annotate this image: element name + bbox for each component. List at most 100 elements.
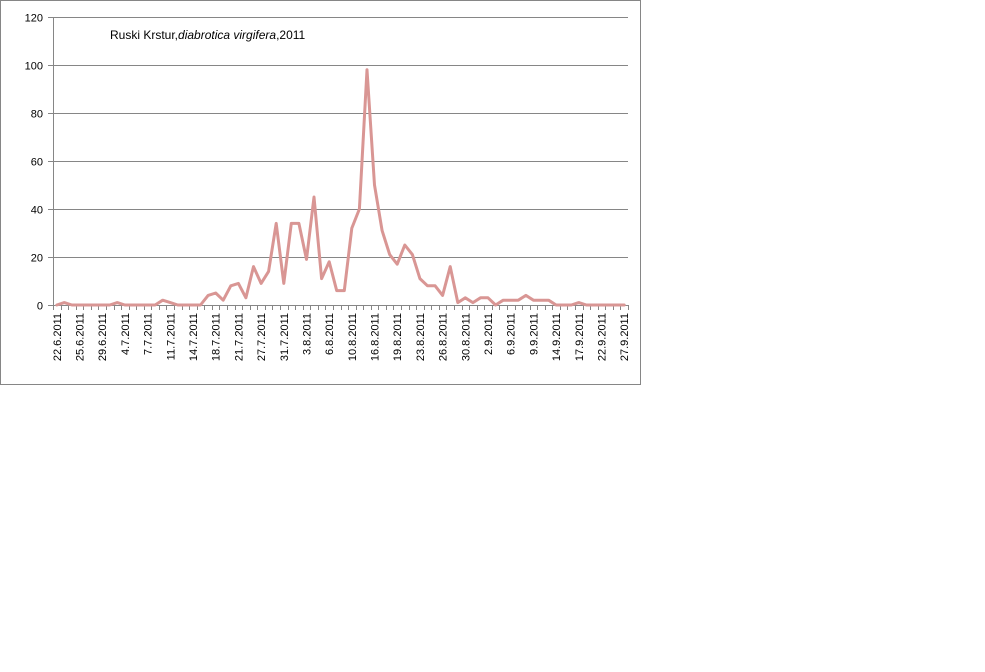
y-tick-labels: 0 20 40 60 80 100 120 (25, 13, 43, 313)
data-point (70, 304, 73, 307)
data-point (101, 304, 104, 307)
y-tick-label: 120 (25, 13, 43, 25)
data-point (585, 304, 588, 307)
x-tick-label: 18.7.2011 (211, 313, 223, 361)
data-point (199, 304, 202, 307)
y-tick-label: 20 (31, 253, 43, 265)
chart-title-year: ,2011 (276, 28, 305, 42)
data-point (244, 296, 247, 299)
data-point (207, 294, 210, 297)
data-point (169, 301, 172, 304)
data-point (55, 304, 58, 307)
data-point (403, 244, 406, 247)
data-point (487, 296, 490, 299)
data-point (456, 301, 459, 304)
x-tick-label: 14.7.2011 (188, 313, 200, 361)
data-point (108, 304, 111, 307)
gridlines (53, 17, 628, 258)
data-point (615, 304, 618, 307)
series-line (55, 68, 626, 307)
x-tick-label: 21.7.2011 (233, 313, 245, 361)
data-point (577, 301, 580, 304)
y-tick-label: 80 (31, 109, 43, 121)
data-point (260, 282, 263, 285)
data-point (381, 229, 384, 232)
data-point (93, 304, 96, 307)
x-tick-label: 6.8.2011 (324, 313, 336, 355)
data-point (600, 304, 603, 307)
data-point (411, 253, 414, 256)
data-point (426, 284, 429, 287)
data-point (116, 301, 119, 304)
x-tick-label: 31.7.2011 (279, 313, 291, 361)
data-point (479, 296, 482, 299)
data-point (570, 304, 573, 307)
data-point (131, 304, 134, 307)
data-point (229, 284, 232, 287)
data-point (86, 304, 89, 307)
chart-frame: 0 20 40 60 80 100 120 22.6.2011 25.6.2011 29.6.2… (0, 0, 641, 385)
data-point (222, 299, 225, 302)
x-tick-label: 23.8.2011 (415, 313, 427, 361)
data-point (418, 277, 421, 280)
x-tick-label: 25.6.2011 (74, 313, 86, 361)
data-point (305, 258, 308, 261)
data-point (313, 196, 316, 199)
data-point (335, 289, 338, 292)
data-point (275, 222, 278, 225)
y-tick-label: 100 (25, 61, 43, 73)
data-point (161, 299, 164, 302)
data-point (297, 222, 300, 225)
x-tick-label: 22.6.2011 (52, 313, 64, 361)
x-tick-label: 27.9.2011 (619, 313, 631, 361)
data-point (449, 265, 452, 268)
data-point (434, 284, 437, 287)
y-tick-label: 60 (31, 157, 43, 169)
data-point (608, 304, 611, 307)
x-tick-label: 6.9.2011 (506, 313, 518, 355)
x-tick-label: 7.7.2011 (143, 313, 155, 355)
y-tick-label: 40 (31, 205, 43, 217)
series (55, 68, 626, 307)
data-point (154, 304, 157, 307)
data-point (441, 294, 444, 297)
x-tick-label: 27.7.2011 (256, 313, 268, 361)
data-point (562, 304, 565, 307)
data-point (494, 304, 497, 307)
data-point (139, 304, 142, 307)
data-point (328, 260, 331, 263)
data-point (252, 265, 255, 268)
x-tick-label: 2.9.2011 (483, 313, 495, 355)
data-point (267, 270, 270, 273)
data-point (502, 299, 505, 302)
x-tick-label: 9.9.2011 (528, 313, 540, 355)
axes (48, 17, 629, 310)
x-tick-label: 19.8.2011 (392, 313, 404, 361)
x-tick-label: 14.9.2011 (551, 313, 563, 361)
data-point (623, 304, 626, 307)
x-tick-label: 22.9.2011 (597, 313, 609, 361)
data-point (214, 292, 217, 295)
x-tick-label: 17.9.2011 (574, 313, 586, 361)
chart-title: Ruski Krstur,diabrotica virgifera,2011 (110, 28, 306, 42)
y-tick-label: 0 (37, 301, 43, 313)
data-point (192, 304, 195, 307)
line-chart: 0 20 40 60 80 100 120 22.6.2011 25.6.2011 29.6.2… (25, 13, 632, 362)
chart-title-species: diabrotica virgifera (178, 28, 276, 42)
data-point (123, 304, 126, 307)
data-point (532, 299, 535, 302)
data-point (540, 299, 543, 302)
data-point (146, 304, 149, 307)
data-point (373, 184, 376, 187)
x-tick-label: 10.8.2011 (347, 313, 359, 361)
x-tick-label: 3.8.2011 (301, 313, 313, 355)
x-tick-label: 11.7.2011 (165, 313, 177, 360)
data-point (290, 222, 293, 225)
x-tick-label: 16.8.2011 (370, 313, 382, 361)
data-point (176, 304, 179, 307)
x-tick-label: 26.8.2011 (438, 313, 450, 361)
data-point (524, 294, 527, 297)
data-point (593, 304, 596, 307)
data-point (63, 301, 66, 304)
data-point (320, 277, 323, 280)
